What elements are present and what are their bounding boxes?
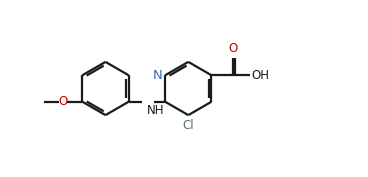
Text: O: O bbox=[59, 95, 68, 108]
Text: Cl: Cl bbox=[183, 119, 194, 132]
Text: N: N bbox=[152, 69, 162, 82]
Text: O: O bbox=[229, 42, 238, 55]
Text: NH: NH bbox=[146, 104, 164, 117]
Text: OH: OH bbox=[251, 69, 269, 82]
